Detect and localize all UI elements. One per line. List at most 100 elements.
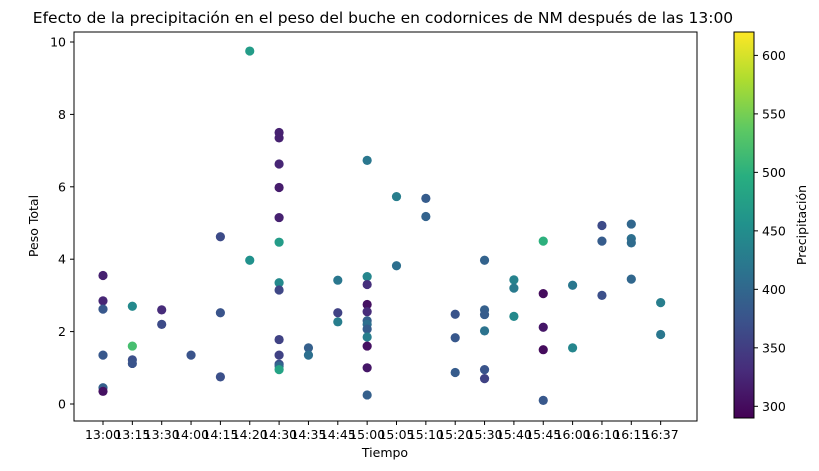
data-point (333, 308, 343, 318)
data-point (157, 319, 167, 329)
data-point (479, 309, 490, 320)
data-point (538, 288, 548, 299)
x-tick-label: 13:15 (114, 427, 150, 442)
y-tick-label: 10 (50, 35, 66, 50)
data-point (626, 238, 636, 248)
data-point (215, 232, 225, 242)
data-point (362, 390, 372, 400)
data-point (303, 343, 314, 353)
data-point (626, 219, 636, 229)
y-tick-label: 0 (58, 397, 66, 412)
x-tick-label: 15:05 (378, 427, 414, 442)
x-tick-label: 16:15 (613, 427, 649, 442)
data-point (362, 307, 372, 317)
data-point (597, 220, 607, 231)
data-point (98, 296, 108, 306)
data-point (509, 275, 519, 285)
data-point (274, 278, 284, 288)
x-tick-label: 13:30 (144, 427, 180, 442)
data-point (274, 350, 284, 360)
x-tick-label: 14:15 (202, 427, 238, 442)
colorbar-tick-label: 450 (762, 223, 786, 238)
data-point (597, 236, 607, 246)
colorbar (733, 31, 755, 419)
data-point (274, 182, 284, 193)
data-point (538, 236, 548, 246)
colorbar-tick-label: 550 (762, 106, 786, 121)
x-tick-label: 16:37 (643, 427, 679, 442)
data-point (362, 271, 372, 282)
data-point (98, 304, 108, 314)
points-layer (98, 46, 666, 405)
data-point (274, 285, 284, 295)
data-point (391, 261, 402, 271)
data-point (127, 341, 137, 351)
data-point (362, 155, 372, 165)
data-point (479, 255, 490, 265)
x-tick-label: 16:10 (584, 427, 620, 442)
x-tick-label: 15:45 (525, 427, 561, 442)
y-axis: 0 2 4 6 8 10 (50, 35, 74, 412)
x-axis: 13:0013:1513:3014:0014:1514:2014:3014:35… (85, 421, 679, 442)
x-tick-label: 13:00 (85, 427, 121, 442)
data-point (274, 365, 284, 375)
data-point (98, 386, 108, 396)
colorbar-label: Precipitación (794, 185, 809, 265)
y-axis-label: Peso Total (26, 195, 41, 257)
data-point (362, 279, 372, 290)
x-tick-label: 15:40 (496, 427, 532, 442)
data-point (626, 274, 636, 284)
y-tick-label: 4 (58, 252, 66, 267)
data-point (127, 358, 137, 369)
data-point (274, 212, 284, 223)
data-point (274, 159, 284, 169)
x-tick-label: 14:30 (261, 427, 297, 442)
data-point (215, 372, 225, 382)
x-tick-label: 14:45 (320, 427, 356, 442)
data-point (656, 329, 666, 340)
data-point (568, 280, 578, 290)
colorbar-tick-label: 500 (762, 165, 786, 180)
data-point (127, 301, 137, 311)
colorbar-tick-label: 300 (762, 399, 786, 414)
data-point (656, 298, 666, 308)
x-tick-label: 15:10 (408, 427, 444, 442)
data-point (362, 324, 372, 334)
data-point (303, 350, 314, 360)
data-point (186, 350, 196, 360)
data-point (362, 341, 372, 351)
data-point (421, 211, 431, 222)
y-tick-label: 6 (58, 179, 66, 194)
data-point (98, 270, 108, 281)
data-point (391, 191, 402, 202)
data-point (450, 367, 460, 378)
colorbar-axis: 300 350 400 450 500 550 600 (754, 48, 786, 414)
x-tick-label: 14:00 (173, 427, 209, 442)
data-point (479, 365, 490, 375)
data-point (274, 334, 284, 345)
colorbar-tick-label: 350 (762, 340, 786, 355)
x-tick-label: 16:00 (555, 427, 591, 442)
colorbar-tick-label: 600 (762, 48, 786, 63)
data-point (538, 322, 548, 332)
plot-frame (73, 31, 698, 422)
data-point (362, 299, 372, 310)
x-tick-label: 15:00 (349, 427, 385, 442)
data-point (479, 326, 490, 336)
data-point (362, 363, 372, 373)
data-point (333, 317, 343, 327)
data-point (538, 345, 548, 355)
data-point (333, 275, 343, 285)
y-tick-label: 8 (58, 107, 66, 122)
data-point (421, 193, 431, 203)
data-point (509, 311, 519, 321)
data-point (274, 133, 284, 143)
colorbar-tick-label: 400 (762, 282, 786, 297)
data-point (215, 308, 225, 318)
x-axis-label: Tiempo (361, 445, 408, 460)
data-point (157, 305, 167, 315)
data-point (568, 343, 578, 353)
data-point (98, 350, 108, 360)
data-point (450, 309, 460, 319)
